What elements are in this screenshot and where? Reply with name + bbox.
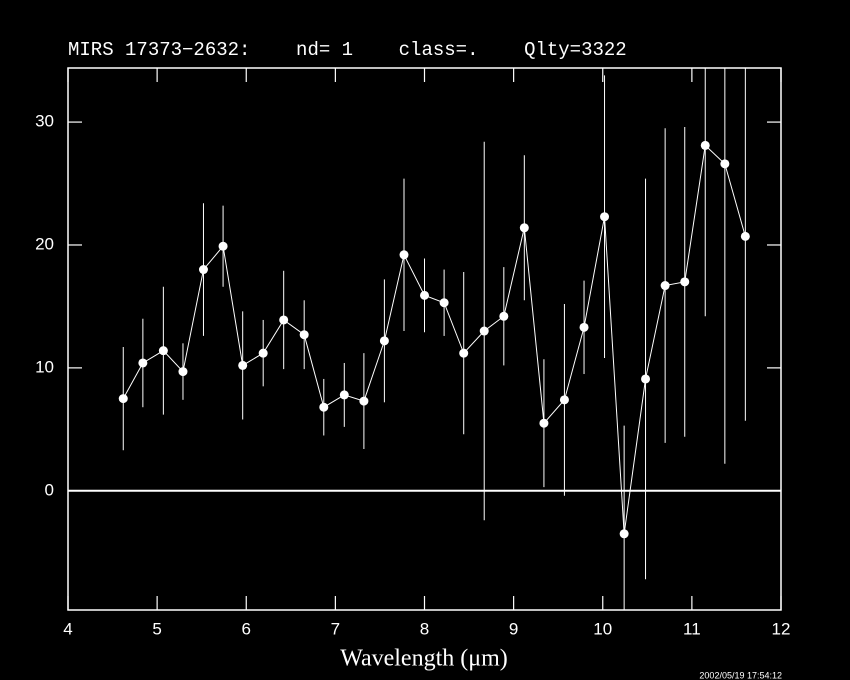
x-axis-label: Wavelength (μm) [340, 646, 508, 672]
data-point [600, 212, 610, 222]
data-point [559, 395, 569, 405]
data-point [439, 298, 449, 308]
data-point [399, 250, 409, 260]
y-tick-label: 0 [45, 480, 54, 499]
y-tick-label: 20 [35, 234, 54, 253]
data-point [579, 322, 589, 332]
timestamp: 2002/05/19 17:54:12 [699, 670, 782, 680]
x-tick-label: 5 [152, 619, 161, 638]
data-point [499, 311, 509, 321]
data-point [339, 390, 349, 400]
data-point [519, 223, 529, 233]
data-point [158, 346, 168, 356]
data-point [740, 231, 750, 241]
data-point [359, 396, 369, 406]
data-point [660, 281, 670, 291]
x-tick-label: 9 [509, 619, 518, 638]
data-point [680, 277, 690, 287]
data-point [700, 140, 710, 150]
data-point [459, 348, 469, 358]
y-tick-label: 10 [35, 357, 54, 376]
data-point [619, 529, 629, 539]
data-point [118, 394, 128, 404]
data-point [319, 402, 329, 412]
data-point [479, 326, 489, 336]
x-tick-label: 7 [331, 619, 340, 638]
x-tick-label: 10 [593, 619, 612, 638]
data-point [279, 315, 289, 325]
x-tick-label: 12 [772, 619, 791, 638]
data-point [641, 374, 651, 384]
x-tick-label: 4 [63, 619, 72, 638]
x-tick-label: 8 [420, 619, 429, 638]
data-point [720, 159, 730, 169]
data-line [122, 144, 746, 534]
data-point [299, 330, 309, 340]
data-point [420, 290, 429, 300]
data-point [238, 360, 248, 370]
data-point [138, 358, 148, 368]
data-point [218, 241, 228, 251]
data-point [539, 418, 549, 428]
y-tick-label: 30 [35, 112, 54, 131]
chart-title: MIRS 17373−2632: nd= 1 class=. Qlty=3322 [68, 39, 627, 61]
data-point [178, 367, 188, 377]
x-tick-label: 6 [242, 619, 251, 638]
plot-area [118, 68, 750, 610]
data-point [258, 348, 268, 358]
plot-frame [67, 67, 782, 611]
x-tick-label: 11 [683, 619, 701, 638]
data-point [198, 265, 208, 275]
data-point [379, 336, 389, 346]
